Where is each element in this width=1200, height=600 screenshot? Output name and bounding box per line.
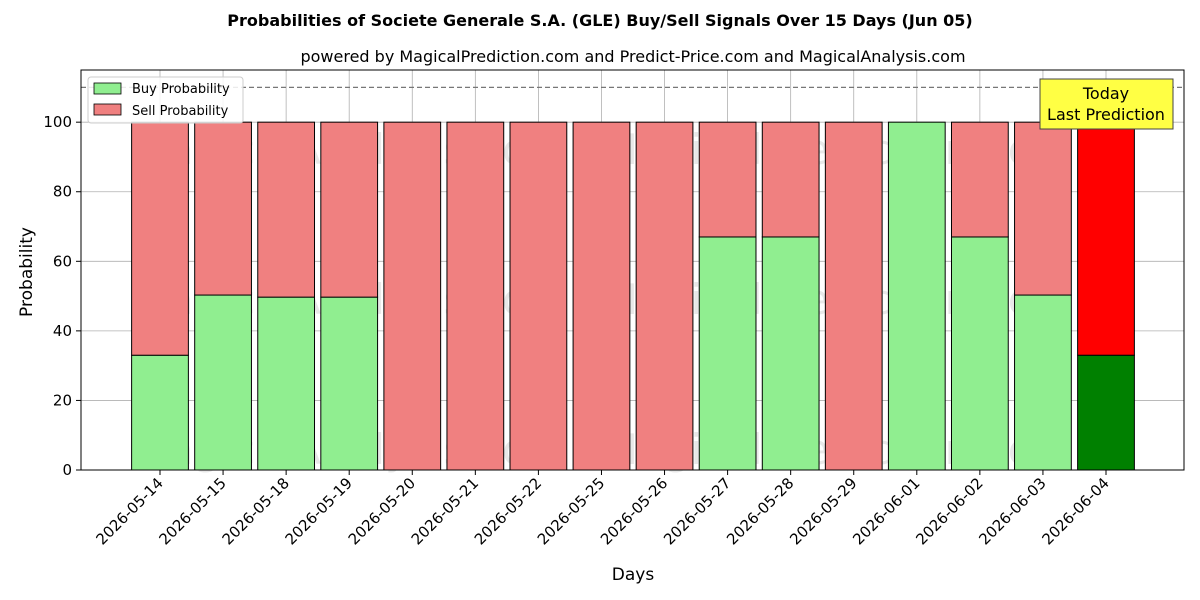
y-axis-ticks: 0 20 40 60 80 100 [43,113,81,479]
bar-buy-2026-05-19 [320,296,379,471]
y-tick-label-3: 60 [53,252,72,270]
today-annotation-line2: Last Prediction [1047,105,1165,124]
bar-buy-2026-06-04 [1077,354,1135,471]
bar-buy-2026-06-01 [887,121,946,471]
bar-sell-2026-05-15 [194,121,252,296]
bar-sell-2026-05-14 [131,121,189,356]
legend-sell-swatch [93,103,122,116]
y-tick-label-4: 80 [53,183,72,201]
bar-buy-2026-05-28 [761,236,820,471]
legend-buy-label: Buy Probability [132,82,230,97]
legend-box [87,76,244,124]
bar-buy-2026-05-14 [131,354,189,471]
bar-buy-2026-05-18 [257,296,316,471]
bar-buy-2026-05-27 [698,236,757,471]
bar-sell-2026-05-29 [824,121,883,471]
y-axis-label: Probability [17,227,37,317]
bars-layer [131,121,1135,471]
bar-sell-2026-05-28 [761,121,820,238]
legend: Buy Probability Sell Probability [87,76,244,124]
bar-sell-2026-06-02 [950,121,1009,238]
legend-sell-label: Sell Probability [132,104,229,119]
today-annotation-box [1039,78,1174,130]
bar-sell-2026-06-03 [1014,121,1072,296]
today-annotation-line1: Today [1082,84,1129,103]
bar-buy-2026-06-02 [950,236,1009,471]
bar-sell-2026-06-04 [1077,121,1135,356]
bar-buy-2026-05-15 [194,294,252,471]
bar-buy-2026-06-03 [1014,294,1072,471]
bar-sell-2026-05-26 [635,121,694,471]
x-axis-label: Days [612,565,655,585]
chart-title: Probabilities of Societe Generale S.A. (… [227,11,972,30]
y-tick-label-5: 100 [43,113,72,131]
bar-sell-2026-05-19 [320,121,379,298]
y-tick-label-1: 20 [53,391,72,409]
legend-buy-swatch [93,82,122,95]
bar-sell-2026-05-22 [509,121,568,471]
bar-sell-2026-05-18 [257,121,316,298]
today-annotation: Today Last Prediction [1039,78,1174,130]
bar-sell-2026-05-20 [383,121,442,471]
y-tick-label-0: 0 [62,461,72,479]
bar-sell-2026-05-25 [572,121,631,471]
bar-sell-2026-05-21 [446,121,505,471]
chart-subtitle: powered by MagicalPrediction.com and Pre… [300,47,965,66]
bar-sell-2026-05-27 [698,121,757,238]
plot-frame [80,69,1185,471]
y-tick-label-2: 40 [53,322,72,340]
